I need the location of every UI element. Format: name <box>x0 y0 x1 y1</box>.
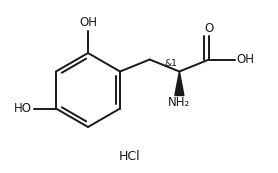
Text: O: O <box>204 21 214 34</box>
Text: OH: OH <box>236 53 254 66</box>
Text: NH₂: NH₂ <box>168 97 190 110</box>
Polygon shape <box>175 71 184 95</box>
Text: OH: OH <box>79 16 97 29</box>
Text: HCl: HCl <box>119 151 141 163</box>
Text: HO: HO <box>14 102 32 115</box>
Text: &1: &1 <box>165 58 177 67</box>
